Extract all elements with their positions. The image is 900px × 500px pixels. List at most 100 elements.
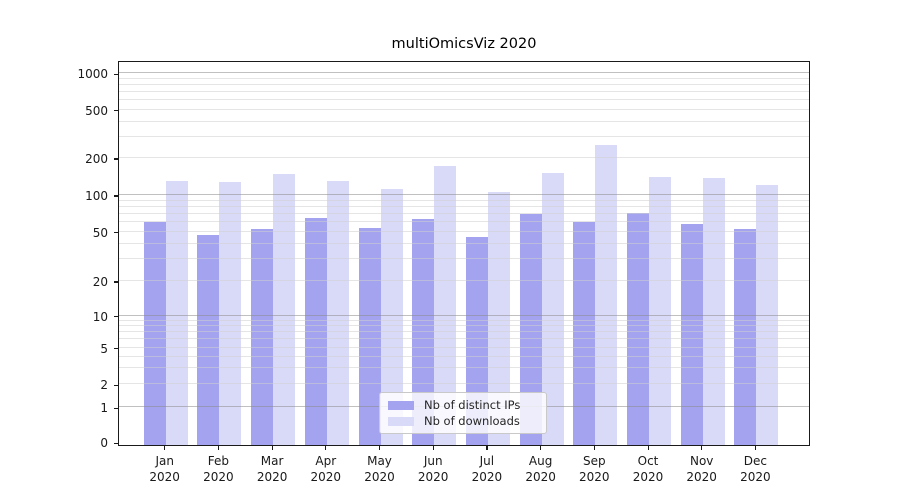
bar-aug-distinct-ips [519, 213, 542, 445]
legend-label-distinct-ips: Nb of distinct IPs [424, 398, 521, 412]
bar-feb-downloads [219, 182, 242, 445]
bar-oct-distinct-ips [627, 213, 649, 445]
minor-gridline-50 [119, 230, 809, 232]
minor-gridline-2 [119, 383, 809, 384]
bar-dec-distinct-ips [734, 228, 757, 445]
legend-row-downloads: Nb of downloads [388, 413, 538, 429]
bar-sep-downloads [595, 144, 618, 445]
x-tick-mark [593, 446, 595, 450]
minor-gridline-5 [119, 346, 809, 348]
minor-gridline-900 [119, 77, 809, 79]
minor-gridline-300 [119, 135, 809, 137]
y-tick-mark [113, 316, 118, 318]
bar-jul-downloads [487, 192, 510, 445]
legend-swatch-downloads [388, 416, 414, 426]
minor-gridline-20 [119, 280, 809, 281]
y-tick-label-50: 50 [92, 225, 108, 240]
minor-gridline-90 [119, 199, 809, 201]
minor-gridline-4 [119, 355, 809, 357]
y-tick-mark [113, 110, 118, 112]
bar-feb-distinct-ips [197, 235, 220, 445]
y-tick-label-200: 200 [85, 151, 108, 166]
bar-mar-distinct-ips [251, 228, 274, 445]
minor-gridline-70 [119, 212, 809, 214]
x-tick-label-feb: Feb 2020 [203, 454, 234, 484]
major-gridline-100 [119, 194, 809, 195]
legend-row-distinct-ips: Nb of distinct IPs [388, 397, 538, 413]
x-tick-label-dec: Dec 2020 [740, 454, 771, 484]
x-tick-label-aug: Aug 2020 [525, 454, 556, 484]
y-tick-mark [113, 281, 118, 283]
chart-title: multiOmicsViz 2020 [391, 36, 537, 52]
x-tick-label-may: May 2020 [364, 454, 395, 484]
minor-gridline-60 [119, 221, 809, 222]
x-tick-mark [217, 446, 220, 450]
minor-gridline-700 [119, 90, 809, 92]
x-tick-mark [164, 446, 166, 450]
bar-sep-distinct-ips [573, 222, 596, 445]
plot-area: Nb of distinct IPs Nb of downloads [118, 61, 810, 446]
minor-gridline-8 [119, 325, 809, 326]
x-tick-label-jan: Jan 2020 [149, 454, 180, 484]
bar-apr-downloads [326, 181, 349, 445]
x-tick-label-mar: Mar 2020 [256, 454, 288, 484]
legend: Nb of distinct IPs Nb of downloads [379, 392, 547, 434]
bar-oct-downloads [649, 176, 671, 445]
minor-gridline-6 [119, 338, 809, 340]
minor-gridline-800 [119, 83, 809, 85]
minor-gridline-40 [119, 242, 809, 244]
y-tick-mark [113, 407, 118, 409]
x-tick-label-sep: Sep 2020 [579, 454, 610, 484]
x-tick-label-jun: Jun 2020 [417, 454, 449, 484]
y-tick-label-1000: 1000 [77, 67, 108, 81]
y-tick-label-0: 0 [100, 436, 108, 451]
minor-gridline-3 [119, 367, 809, 368]
x-tick-mark [325, 446, 327, 450]
bar-may-distinct-ips [358, 227, 381, 445]
x-tick-label-nov: Nov 2020 [686, 454, 717, 484]
y-tick-mark [113, 232, 118, 234]
minor-gridline-9 [119, 319, 809, 321]
y-tick-mark [113, 348, 118, 350]
x-tick-label-jul: Jul 2020 [471, 454, 503, 484]
y-tick-label-5: 5 [100, 341, 108, 356]
major-gridline-1000 [119, 72, 809, 73]
bar-aug-downloads [541, 173, 564, 445]
y-tick-mark [113, 158, 118, 160]
minor-gridline-7 [119, 331, 809, 333]
x-tick-mark [379, 446, 381, 450]
x-tick-mark [647, 446, 649, 450]
y-tick-label-100: 100 [85, 188, 108, 203]
y-tick-mark [113, 195, 118, 197]
x-tick-mark [754, 446, 757, 450]
minor-gridline-80 [119, 205, 809, 207]
x-tick-mark [701, 446, 703, 450]
bar-nov-downloads [702, 178, 725, 445]
x-tick-mark [540, 446, 542, 450]
minor-gridline-500 [119, 108, 809, 110]
x-tick-mark [486, 446, 488, 450]
bar-jun-downloads [434, 166, 457, 445]
y-tick-mark [113, 73, 118, 75]
y-tick-label-1: 1 [100, 401, 108, 416]
bar-nov-distinct-ips [680, 223, 703, 445]
y-tick-mark [113, 442, 118, 444]
y-tick-label-20: 20 [92, 274, 108, 289]
minor-gridline-600 [119, 99, 809, 101]
bar-jan-downloads [165, 181, 188, 445]
y-tick-label-2: 2 [100, 378, 108, 393]
bar-may-downloads [380, 189, 403, 445]
minor-gridline-30 [119, 258, 809, 260]
x-tick-label-apr: Apr 2020 [310, 454, 342, 484]
bar-jan-distinct-ips [143, 222, 166, 445]
x-tick-mark [271, 446, 273, 450]
y-tick-mark [113, 384, 118, 386]
legend-swatch-distinct-ips [388, 400, 414, 410]
y-tick-label-500: 500 [85, 103, 108, 118]
legend-label-downloads: Nb of downloads [424, 414, 520, 428]
minor-gridline-200 [119, 157, 809, 158]
y-tick-label-10: 10 [92, 309, 108, 324]
minor-gridline-400 [119, 120, 809, 122]
bar-mar-downloads [273, 173, 296, 445]
